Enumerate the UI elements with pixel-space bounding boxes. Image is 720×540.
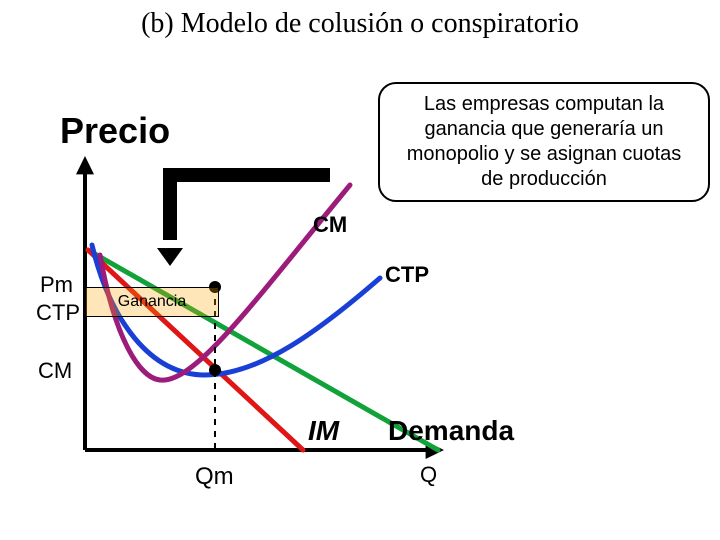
diagram-svg bbox=[0, 0, 720, 540]
callout-text: Las empresas computan la ganancia que ge… bbox=[407, 93, 682, 190]
label-qm: Qm bbox=[195, 463, 234, 491]
label-cm-upper: CM bbox=[313, 212, 347, 238]
label-cm-axis: CM bbox=[38, 358, 72, 384]
label-q: Q bbox=[420, 462, 437, 488]
label-pm: Pm bbox=[40, 272, 73, 298]
axis-label-precio: Precio bbox=[60, 110, 170, 152]
label-demanda: Demanda bbox=[388, 415, 514, 447]
profit-box: Ganancia bbox=[85, 287, 219, 317]
explanation-callout: Las empresas computan la ganancia que ge… bbox=[378, 82, 710, 202]
label-ctp-axis: CTP bbox=[36, 300, 80, 326]
label-ctp-line: CTP bbox=[385, 262, 429, 288]
profit-label: Ganancia bbox=[118, 293, 187, 310]
label-im: IM bbox=[308, 415, 339, 447]
